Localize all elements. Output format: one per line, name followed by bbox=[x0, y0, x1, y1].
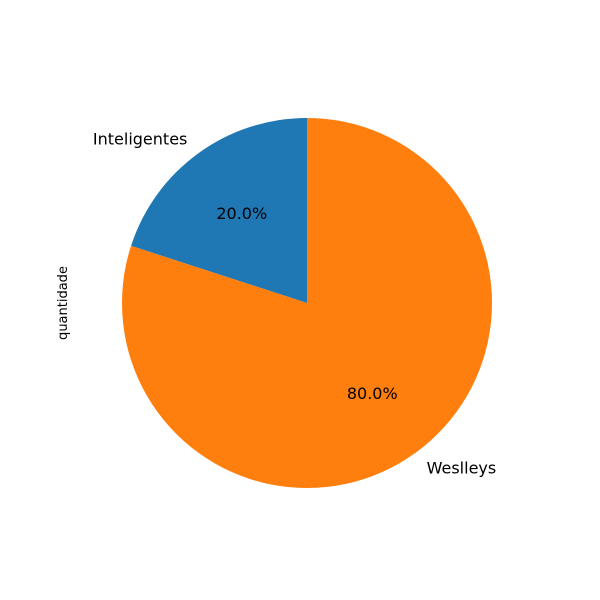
pie-slice-weslleys bbox=[122, 118, 493, 488]
slice-percent-inteligentes: 20.0% bbox=[216, 204, 267, 223]
pie-labels: Inteligentes 20.0% Weslleys 80.0% bbox=[93, 129, 496, 477]
slice-label-inteligentes: Inteligentes bbox=[93, 129, 187, 148]
slice-percent-weslleys: 80.0% bbox=[347, 384, 398, 403]
pie-slices bbox=[122, 118, 493, 488]
pie-slice-inteligentes bbox=[131, 118, 307, 303]
y-axis-label: quantidade bbox=[56, 266, 71, 340]
slice-label-weslleys: Weslleys bbox=[427, 459, 497, 478]
